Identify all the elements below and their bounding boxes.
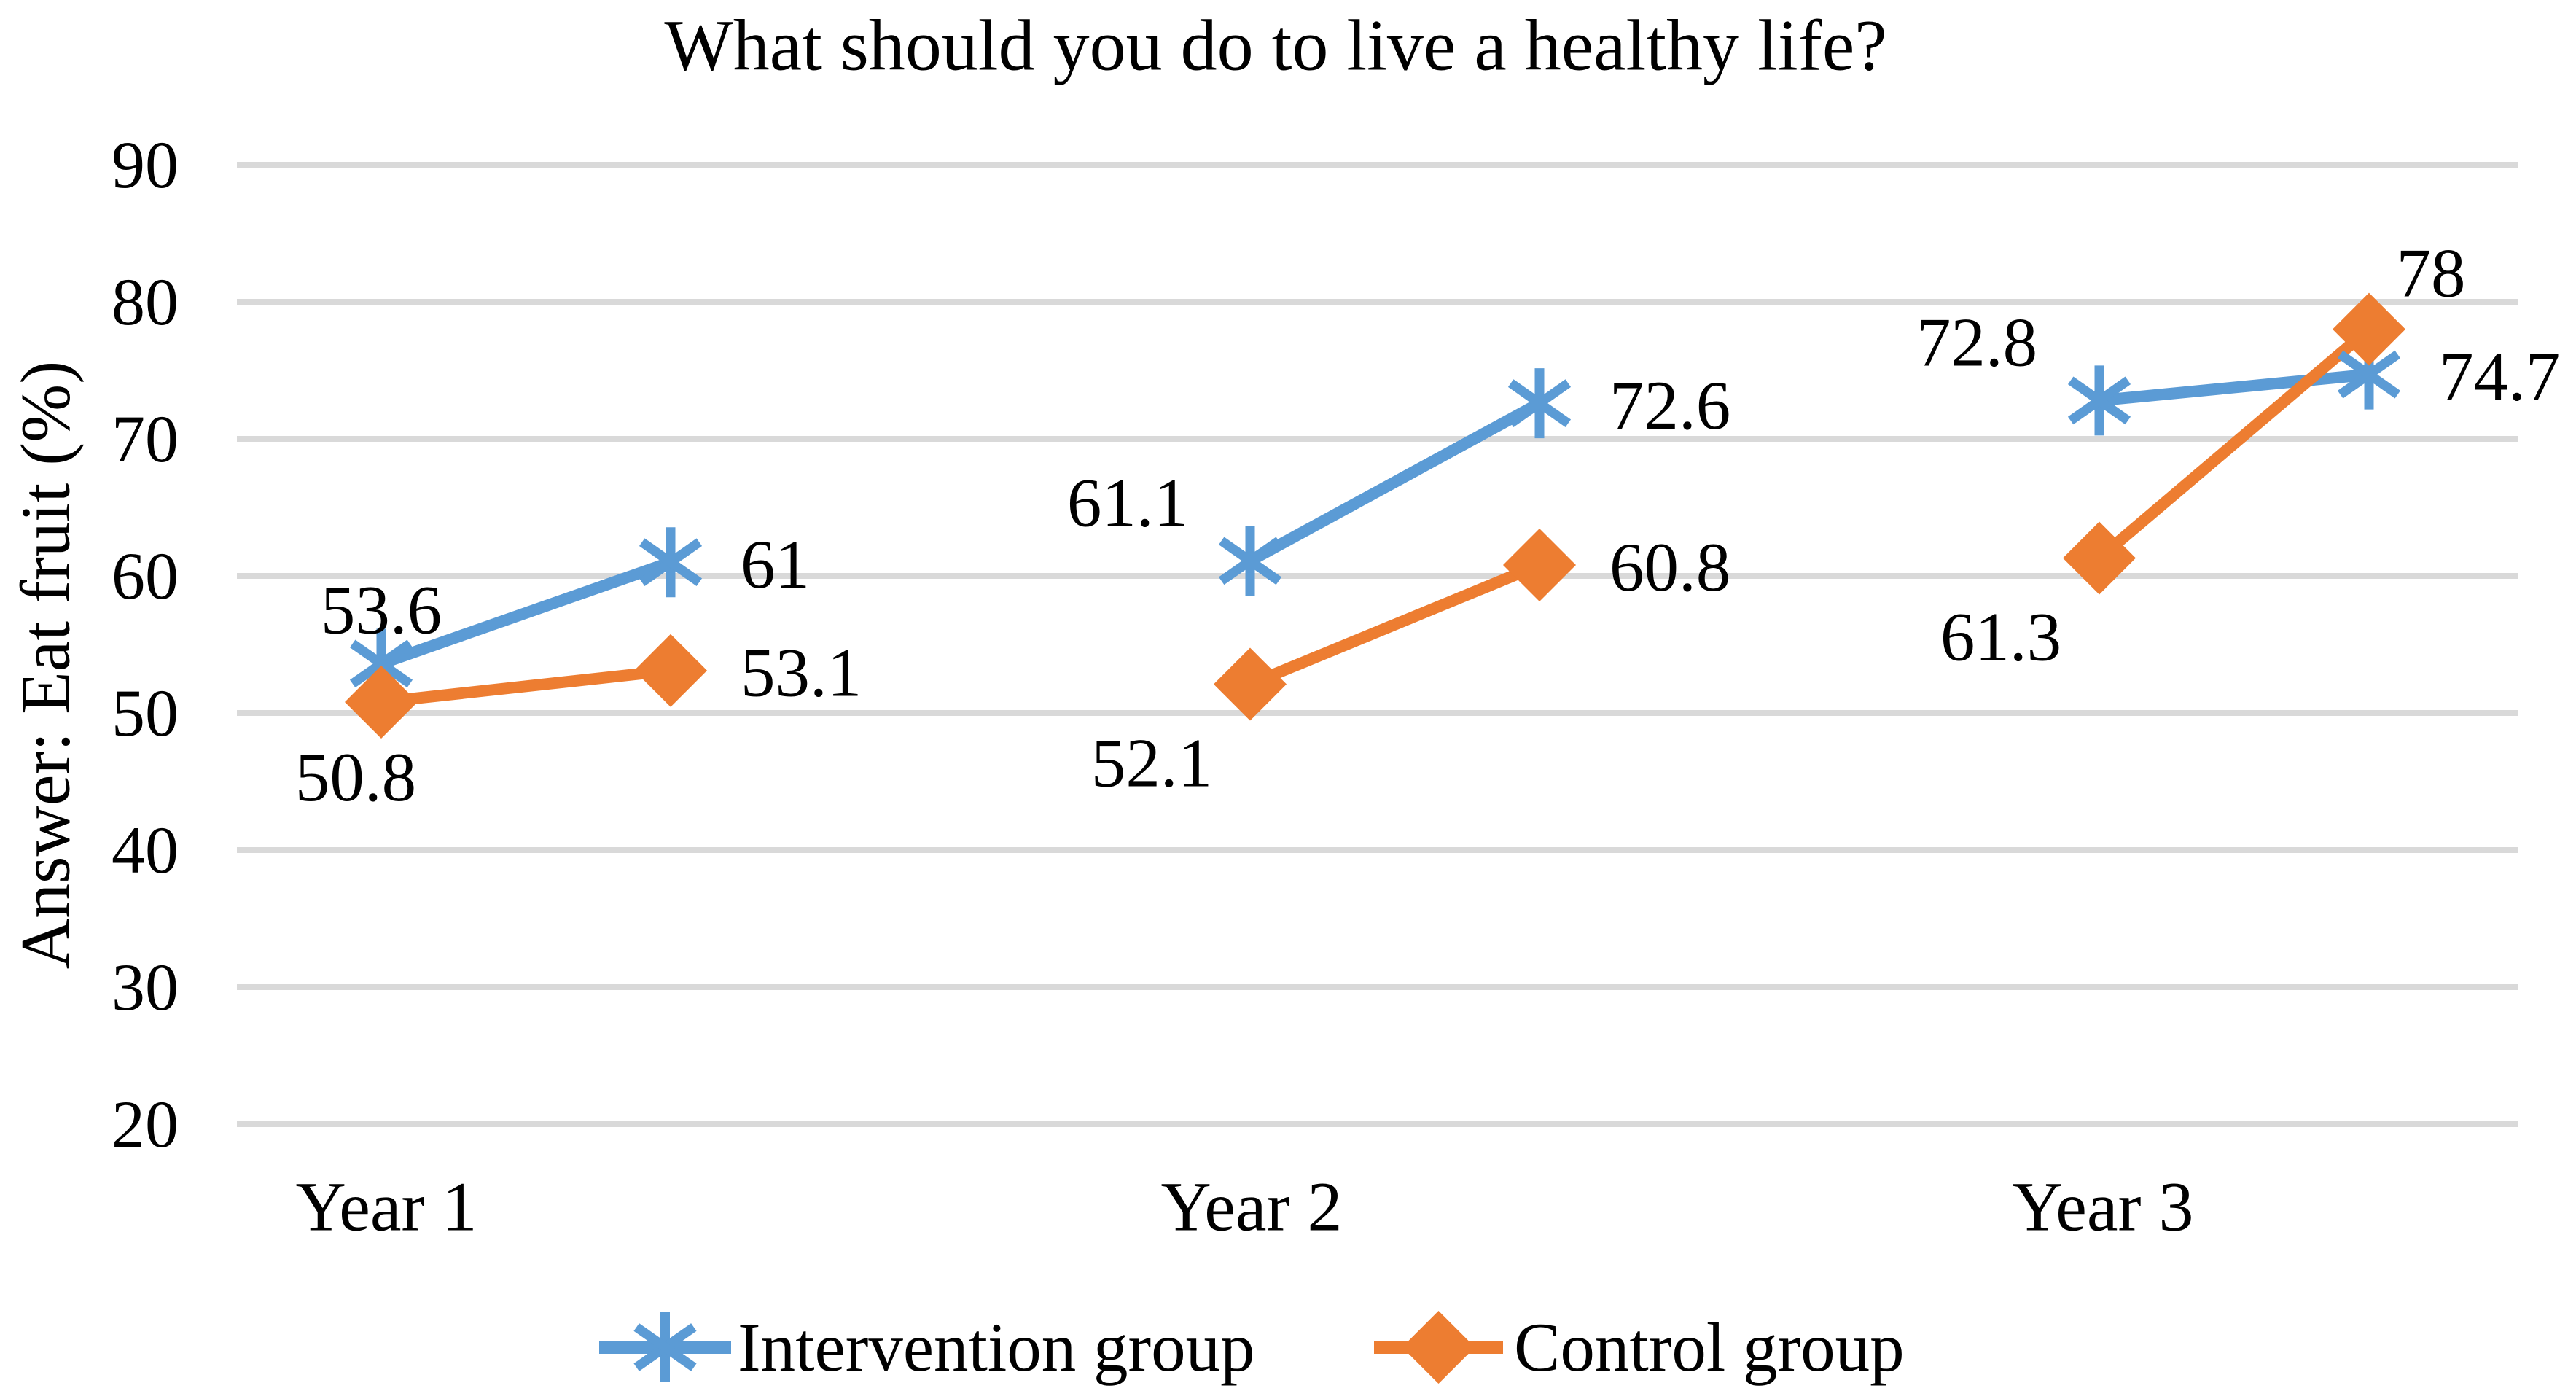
data-label: 53.1 bbox=[741, 634, 862, 712]
legend-label-control: Control group bbox=[1514, 1309, 1905, 1386]
y-tick-label: 80 bbox=[112, 265, 179, 339]
data-label: 61.1 bbox=[1067, 464, 1188, 541]
legend-label-intervention: Intervention group bbox=[738, 1309, 1255, 1386]
marker-asterisk-arm bbox=[2067, 376, 2131, 425]
data-label: 72.8 bbox=[1916, 303, 2037, 381]
data-label: 53.6 bbox=[321, 571, 442, 648]
legend-marker-control bbox=[1374, 1311, 1503, 1384]
y-tick-label: 40 bbox=[112, 813, 179, 887]
gridlines bbox=[237, 162, 2518, 1127]
y-axis-title: Answer: Eat fruit (%) bbox=[7, 361, 85, 969]
marker-asterisk-arm bbox=[1218, 537, 1282, 585]
data-label: 50.8 bbox=[295, 739, 416, 816]
data-label: 78 bbox=[2397, 235, 2466, 312]
y-tick-label: 50 bbox=[112, 676, 179, 750]
marker-asterisk-arm bbox=[633, 1323, 697, 1371]
marker-diamond bbox=[1214, 647, 1287, 721]
data-label: 72.6 bbox=[1609, 367, 1730, 444]
data-labels: 53.6 61 61.1 72.6 72.8 74.7 50.8 53.1 52.1 60.8 61… bbox=[295, 235, 2560, 816]
y-tick-label: 60 bbox=[112, 539, 179, 613]
series-line-segment bbox=[1247, 398, 1542, 566]
series-lines bbox=[379, 324, 2373, 708]
chart-title: What should you do to live a healthy lif… bbox=[664, 5, 1886, 86]
data-label: 61 bbox=[741, 526, 810, 603]
series-line-segment bbox=[2095, 324, 2373, 563]
y-tick-label: 30 bbox=[112, 950, 179, 1024]
y-tick-label: 90 bbox=[112, 128, 179, 202]
legend-marker-intervention bbox=[599, 1312, 731, 1382]
marker-diamond bbox=[2063, 521, 2136, 595]
x-axis-label-year2: Year 2 bbox=[1161, 1168, 1343, 1246]
data-label: 74.7 bbox=[2439, 338, 2560, 416]
marker-diamond bbox=[2333, 292, 2405, 366]
x-axis-label-year1: Year 1 bbox=[296, 1168, 477, 1246]
series-line-segment bbox=[380, 664, 671, 708]
y-axis-tick-labels: 20 30 40 50 60 70 80 90 bbox=[112, 128, 179, 1161]
series-line-segment bbox=[2099, 368, 2370, 407]
marker-asterisk-arm bbox=[349, 639, 413, 688]
marker-diamond bbox=[1402, 1311, 1475, 1384]
data-label: 52.1 bbox=[1091, 725, 1212, 802]
legend: Intervention group Control group bbox=[599, 1309, 1905, 1386]
series-line-segment bbox=[379, 556, 673, 669]
marker-diamond bbox=[1503, 528, 1576, 601]
marker-asterisk-arm bbox=[2337, 350, 2401, 399]
y-tick-label: 70 bbox=[112, 402, 179, 476]
data-label: 61.3 bbox=[1940, 599, 2061, 676]
series-markers bbox=[345, 292, 2405, 739]
series-line-segment bbox=[1247, 559, 1542, 690]
marker-diamond bbox=[345, 665, 418, 739]
x-axis-labels: Year 1 Year 2 Year 3 bbox=[296, 1168, 2194, 1246]
marker-diamond bbox=[634, 634, 707, 707]
marker-asterisk-arm bbox=[1507, 379, 1572, 427]
x-axis-label-year3: Year 3 bbox=[2013, 1168, 2194, 1246]
y-tick-label: 20 bbox=[112, 1087, 179, 1161]
data-label: 60.8 bbox=[1609, 529, 1730, 606]
marker-asterisk-arm bbox=[639, 538, 703, 587]
